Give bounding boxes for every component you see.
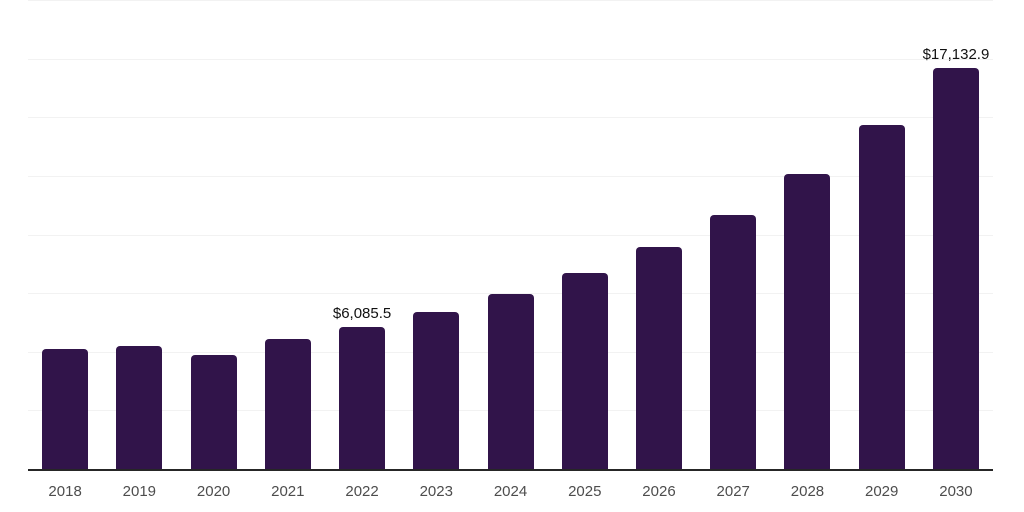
x-tick-label-2029: 2029 [865,483,899,500]
x-tick-label-2019: 2019 [122,483,157,500]
x-tick-label-2025: 2025 [568,483,602,500]
bar-2022 [339,327,386,470]
x-tick-label-2021: 2021 [271,483,305,500]
x-axis-line [28,469,993,471]
bar-group-2024 [473,1,547,470]
bar-group-2019 [102,1,176,470]
gridline-17500 [28,58,993,60]
bar-2029 [858,125,905,470]
x-axis-labels: 2018 2019 2020 2021 2022 2023 2024 2025 2026 2027… [28,482,993,501]
bar-group-2023 [399,1,473,470]
bar-group-2027 [696,1,770,470]
x-tick-label-2030: 2030 [939,483,973,500]
bar-group-2018 [28,1,102,470]
bar-group-2030: $17,132.9 [919,1,993,470]
gridline-7500 [28,293,993,295]
x-tick-label-2024: 2024 [493,483,528,500]
data-label-2022: $6,085.5 [332,305,392,323]
bar-group-2026 [622,1,696,470]
bar-2025 [561,272,608,470]
bar-2028 [784,174,831,470]
data-label-2030: $17,132.9 [922,46,990,64]
x-tick-label-2022: 2022 [345,483,379,500]
plot-area: $6,085.5 $17,132.9 [28,0,993,471]
bar-2019 [116,345,163,470]
gridline-15000 [28,117,993,119]
bars-row: $6,085.5 $17,132.9 [28,1,993,470]
bar-2023 [413,312,460,470]
x-tick-label-2027: 2027 [716,483,750,500]
bar-group-2022: $6,085.5 [325,1,399,470]
bar-group-2028 [770,1,844,470]
bar-2030 [932,68,979,470]
bar-group-2025 [548,1,622,470]
x-tick-label-2018: 2018 [48,483,82,500]
x-tick-label-2023: 2023 [419,483,453,500]
x-tick-label-2020: 2020 [196,483,231,500]
bar-group-2021 [251,1,325,470]
x-tick-label-2026: 2026 [642,483,676,500]
gridline-10000 [28,234,993,236]
gridline-12500 [28,175,993,177]
bar-2024 [487,294,534,470]
bar-group-2020 [176,1,250,470]
bar-group-2029 [845,1,919,470]
bar-2027 [710,215,757,470]
bar-2021 [264,338,311,470]
gridline-20000 [28,0,993,1]
x-tick-label-2028: 2028 [790,483,825,500]
bar-2026 [635,246,682,470]
bar-2020 [190,355,237,470]
bar-2018 [42,349,89,470]
